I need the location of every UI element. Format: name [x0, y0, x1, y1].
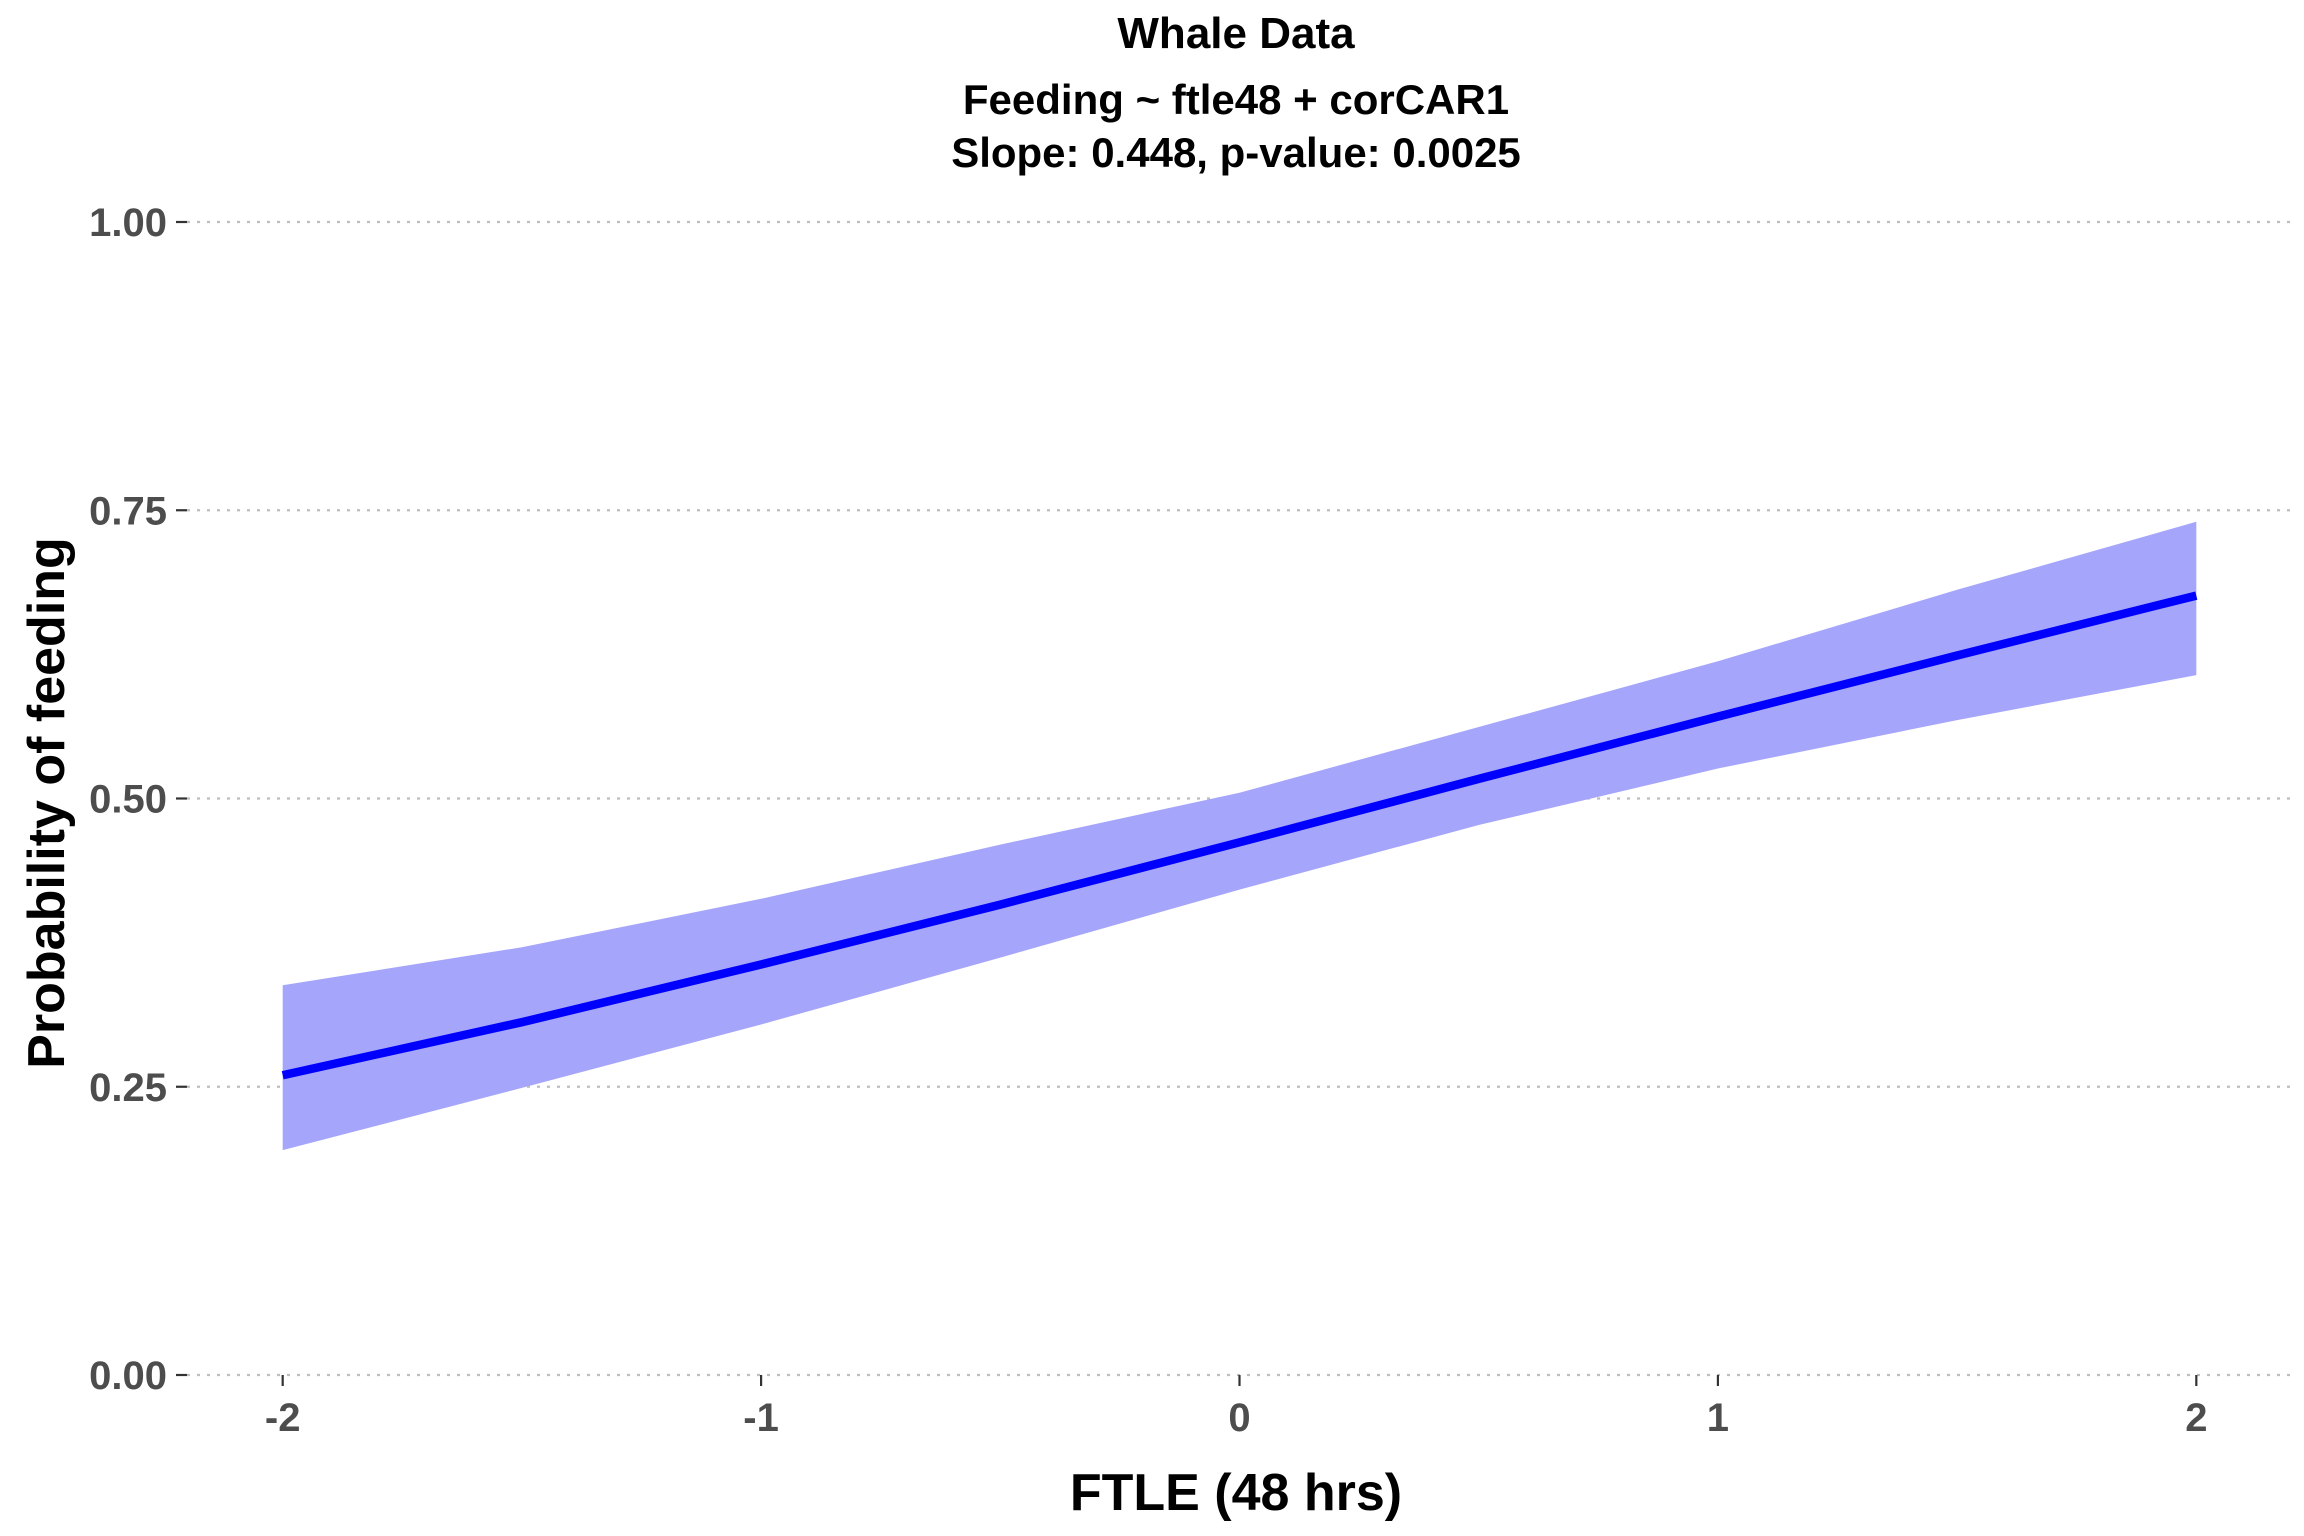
fitted-line	[281, 591, 2198, 1080]
y-axis-title: Probability of feeding	[18, 537, 76, 1069]
x-tick-label: 2	[2185, 1396, 2207, 1440]
y-tick-label: 0.75	[89, 489, 167, 533]
x-axis: -2 -1 0 1 2	[265, 1375, 2207, 1440]
y-tick-label: 0.50	[89, 778, 167, 822]
confidence-band	[282, 521, 2197, 1151]
x-tick-label: 1	[1707, 1396, 1729, 1440]
y-axis: 0.00 0.25 0.50 0.75 1.00	[89, 201, 187, 1398]
x-axis-title: FTLE (48 hrs)	[1070, 1464, 1402, 1522]
y-tick-label: 0.25	[89, 1066, 167, 1110]
confidence-band-layer	[282, 521, 2197, 1151]
trend-line-layer	[281, 591, 2198, 1080]
x-tick-label: -1	[743, 1396, 779, 1440]
chart-subtitle-line-2: Slope: 0.448, p-value: 0.0025	[951, 129, 1521, 176]
y-tick-label: 1.00	[89, 201, 167, 245]
chart-title: Whale Data	[1117, 9, 1355, 58]
x-tick-label: 0	[1228, 1396, 1250, 1440]
x-tick-label: -2	[265, 1396, 301, 1440]
chart-subtitle-line-1: Feeding ~ ftle48 + corCAR1	[963, 76, 1509, 123]
y-tick-label: 0.00	[89, 1354, 167, 1398]
